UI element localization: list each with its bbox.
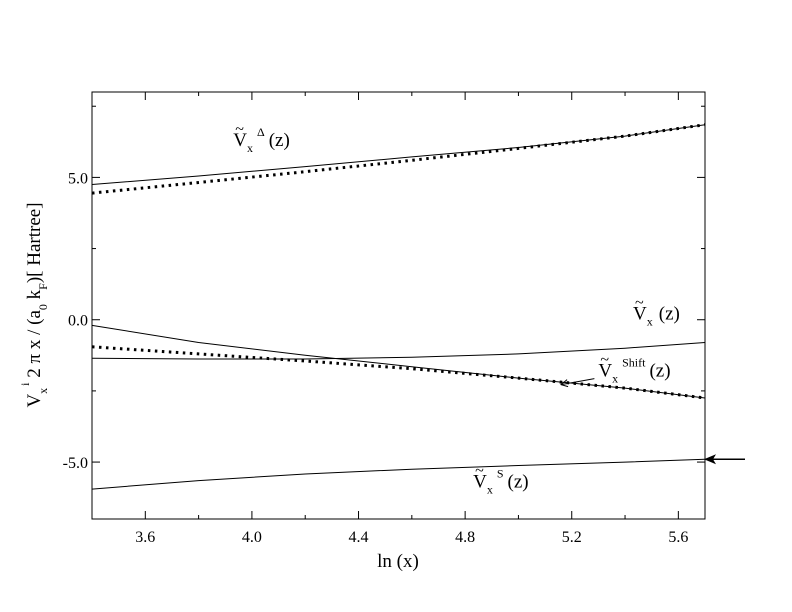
ylabel-k: k: [24, 289, 45, 304]
ylabel-sup-i: i: [18, 382, 32, 386]
series-vx_shift_solid: [91, 324, 706, 399]
x-tick-label: 5.2: [562, 529, 582, 546]
ylabel-sub-x: x: [36, 388, 50, 394]
axis-ticks: 3.6 4.0 4.4 4.8 5.2 5.6 -5.0 0.0 5.0: [63, 92, 705, 546]
ylabel-mid: 2 π x / (a: [24, 310, 45, 378]
pointer-head: [560, 379, 569, 388]
ann-delta-tilde: ~: [235, 121, 244, 138]
ann-delta: ~VxΔ (z): [233, 121, 290, 155]
ann-shift-label: VxShift (z): [598, 356, 670, 386]
series-group: [91, 123, 706, 490]
ylabel-v: V: [24, 394, 45, 408]
ann-s-tilde: ~: [475, 463, 484, 480]
series-vx_s: [91, 458, 706, 490]
series-delta_solid: [91, 124, 706, 185]
x-tick-label: 4.8: [455, 529, 475, 546]
series-vx_shift_dotted: [91, 345, 706, 400]
x-tick-label: 4.4: [349, 529, 369, 546]
ann-vx-label: Vx (z): [633, 304, 680, 329]
annotations-group: ~VxΔ (z)~Vx (z)~VxShift (z)~VxS (z): [233, 121, 680, 497]
x-axis-label: ln (x): [377, 551, 419, 572]
x-tick-label: 4.0: [242, 529, 262, 546]
ylabel-sub-0: 0: [36, 304, 50, 310]
pointer-line: [560, 378, 595, 386]
ann-s: ~VxS (z): [473, 463, 529, 497]
y-tick-label: 0.0: [68, 313, 88, 330]
ann-vx: ~Vx (z): [633, 295, 680, 329]
y-tick-label: 5.0: [68, 170, 88, 187]
ann-delta-label: VxΔ (z): [233, 125, 290, 155]
ann-vx-tilde: ~: [635, 295, 644, 312]
plot-frame: [91, 91, 706, 520]
y-axis-label: Vxi 2 π x / (a0 kF)[ Hartree]: [18, 202, 50, 407]
x-tick-label: 3.6: [135, 529, 155, 546]
series-vx_total: [91, 342, 706, 360]
shift-pointer-arrow: [560, 378, 595, 388]
y-tick-label: -5.0: [63, 455, 88, 472]
ann-shift-tilde: ~: [600, 352, 609, 369]
ylabel-tail: )[ Hartree]: [24, 202, 45, 283]
series-delta_dotted: [91, 123, 706, 195]
ann-shift: ~VxShift (z): [598, 352, 670, 386]
x-tick-label: 5.6: [668, 529, 688, 546]
ylabel-sub-f: F: [36, 283, 50, 290]
arrow-head: [704, 454, 716, 465]
ann-s-label: VxS (z): [473, 467, 529, 497]
svg-text:Vxi 2 π x / (a0 kF)[ Hartree]: Vxi 2 π x / (a0 kF)[ Hartree]: [18, 202, 50, 407]
arrow-marker: [704, 454, 745, 465]
